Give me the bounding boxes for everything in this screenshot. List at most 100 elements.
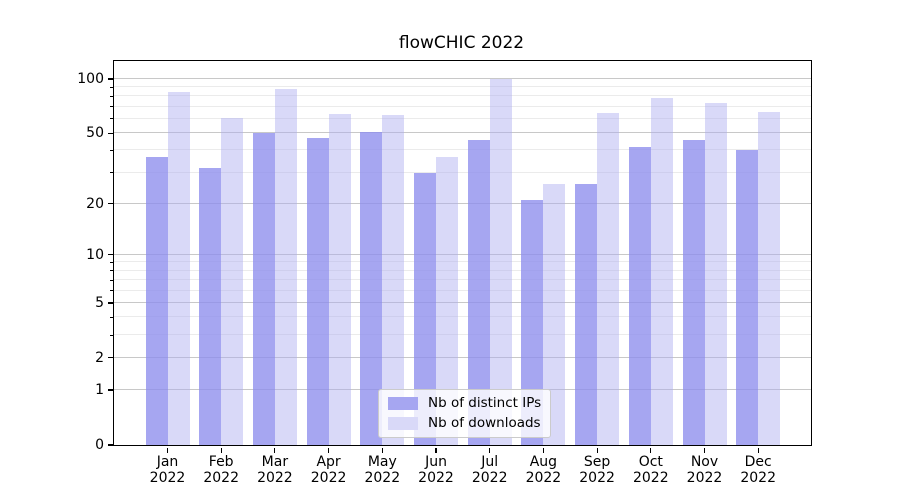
x-tick-label-mar: Mar 2022 <box>257 454 293 486</box>
bar-downloads-mar <box>274 89 297 445</box>
x-tick-nov <box>703 447 706 453</box>
y-minor-tick-60 <box>110 118 113 120</box>
y-tick-label-10: 10 <box>86 246 104 263</box>
y-minor-tick-4 <box>110 316 113 318</box>
gridline-minor-40 <box>114 149 811 151</box>
bar-downloads-jul <box>489 78 512 445</box>
y-tick-label-50: 50 <box>86 125 104 142</box>
bar-distinct-ips-jun <box>414 172 436 445</box>
gridline-major-100 <box>114 77 811 79</box>
bar-downloads-apr <box>328 113 351 445</box>
bar-downloads-nov <box>704 102 727 445</box>
x-tick-label-jan: Jan 2022 <box>149 454 186 486</box>
y-tick-label-20: 20 <box>86 195 104 212</box>
legend-label-distinct-ips: Nb of distinct IPs <box>428 395 542 411</box>
y-tick-50 <box>107 132 113 134</box>
bar-distinct-ips-nov <box>682 139 705 445</box>
x-tick-label-may: May 2022 <box>364 454 401 486</box>
x-tick-mar <box>274 447 276 453</box>
bar-downloads-feb <box>221 117 244 445</box>
bar-downloads-may <box>382 115 405 445</box>
y-tick-5 <box>107 302 113 304</box>
x-tick-label-jul: Jul 2022 <box>471 454 508 486</box>
y-tick-2 <box>107 357 113 359</box>
y-tick-label-2: 2 <box>95 349 104 366</box>
x-tick-jul <box>489 447 491 453</box>
y-tick-0 <box>107 444 113 446</box>
bar-downloads-dec <box>758 111 781 445</box>
x-tick-label-nov: Nov 2022 <box>686 454 723 486</box>
gridline-minor-90 <box>114 86 811 88</box>
y-tick-10 <box>107 254 113 256</box>
bar-distinct-ips-sep <box>575 183 598 445</box>
x-tick-jun <box>435 447 437 453</box>
bar-downloads-oct <box>650 98 673 445</box>
y-minor-tick-90 <box>110 86 113 88</box>
gridline-minor-8 <box>114 269 811 271</box>
bar-distinct-ips-jan <box>145 156 168 445</box>
bar-distinct-ips-aug <box>521 199 544 445</box>
gridline-minor-6 <box>114 289 811 291</box>
bar-distinct-ips-oct <box>628 146 651 445</box>
legend-label-downloads: Nb of downloads <box>428 415 541 431</box>
x-tick-sep <box>596 447 598 453</box>
bar-distinct-ips-jul <box>467 139 490 445</box>
x-tick-dec <box>757 447 759 453</box>
x-tick-apr <box>328 447 330 453</box>
gridline-minor-3 <box>114 334 811 336</box>
gridline-minor-70 <box>114 105 811 107</box>
bar-downloads-aug <box>543 183 566 445</box>
x-tick-aug <box>542 447 544 453</box>
bar-distinct-ips-feb <box>199 167 222 445</box>
gridline-minor-60 <box>114 117 811 119</box>
x-tick-label-dec: Dec 2022 <box>740 454 776 486</box>
y-minor-tick-70 <box>110 106 113 108</box>
x-tick-feb <box>220 447 222 453</box>
gridline-minor-7 <box>114 279 811 281</box>
gridline-minor-4 <box>114 316 811 318</box>
gridline-minor-30 <box>114 171 811 173</box>
x-tick-label-oct: Oct 2022 <box>632 454 669 486</box>
y-tick-1 <box>107 389 113 391</box>
bar-downloads-jun <box>436 156 458 445</box>
gridline-major-5 <box>114 301 811 303</box>
x-tick-label-feb: Feb 2022 <box>203 454 239 486</box>
x-tick-label-apr: Apr 2022 <box>310 454 347 486</box>
y-tick-label-100: 100 <box>77 70 104 87</box>
x-tick-label-sep: Sep 2022 <box>579 454 615 486</box>
plot-area: 0 1 2 5 10 20 50 100 Jan 2022 Feb 2022 Mar 2022 Apr 202… <box>77 60 812 486</box>
gridline-major-2 <box>114 356 811 358</box>
legend-item-downloads: Nb of downloads <box>388 415 541 431</box>
bar-distinct-ips-may <box>360 131 383 445</box>
y-tick-20 <box>107 202 113 205</box>
bar-downloads-sep <box>597 112 620 445</box>
x-tick-label-jun: Jun 2022 <box>418 454 454 486</box>
y-tick-label-0: 0 <box>95 437 104 453</box>
y-tick-100 <box>107 78 113 80</box>
chart-title: flowCHIC 2022 <box>398 33 525 53</box>
bar-distinct-ips-mar <box>252 133 275 445</box>
x-tick-label-aug: Aug 2022 <box>525 454 562 486</box>
y-minor-tick-30 <box>110 172 113 174</box>
bar-downloads-jan <box>167 91 190 445</box>
gridline-major-50 <box>114 132 811 134</box>
y-minor-tick-7 <box>110 279 113 281</box>
gridline-minor-9 <box>114 261 811 263</box>
x-tick-oct <box>650 447 652 453</box>
y-minor-tick-9 <box>110 261 113 263</box>
legend-swatch-distinct-ips <box>388 396 418 410</box>
x-tick-may <box>381 447 383 453</box>
y-minor-tick-40 <box>110 149 113 151</box>
y-tick-label-1: 1 <box>95 382 104 399</box>
y-tick-label-5: 5 <box>95 294 104 311</box>
bar-distinct-ips-dec <box>736 150 759 445</box>
y-minor-tick-6 <box>110 290 113 292</box>
gridline-minor-80 <box>114 95 811 97</box>
legend-item-distinct-ips: Nb of distinct IPs <box>388 395 541 411</box>
gridline-major-10 <box>114 253 811 255</box>
legend-swatch-downloads <box>388 416 418 430</box>
y-minor-tick-8 <box>110 270 113 272</box>
y-minor-tick-80 <box>110 95 113 97</box>
y-minor-tick-3 <box>110 334 113 336</box>
